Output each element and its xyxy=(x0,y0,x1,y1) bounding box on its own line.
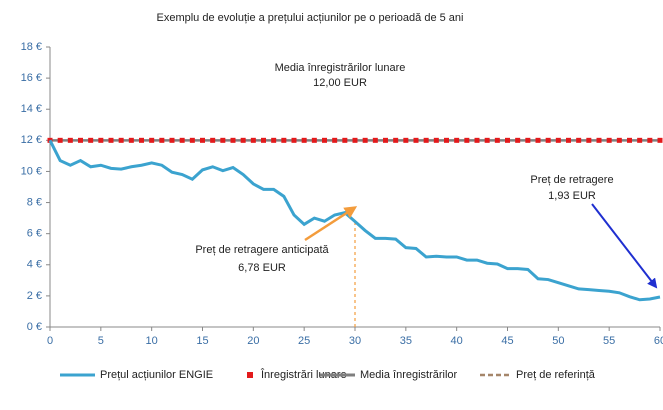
marker xyxy=(118,137,124,143)
marker xyxy=(515,137,521,143)
annotation-text: 6,78 EUR xyxy=(238,262,286,274)
legend-label: Prețul acțiunilor ENGIE xyxy=(100,369,213,381)
chart-title: Exemplu de evoluție a prețului acțiunilo… xyxy=(157,12,464,24)
marker xyxy=(637,137,643,143)
marker xyxy=(423,137,429,143)
marker xyxy=(454,137,460,143)
arrow xyxy=(304,206,358,242)
y-tick-label: 0 € xyxy=(27,321,42,333)
marker xyxy=(179,137,185,143)
x-tick-label: 5 xyxy=(98,335,104,347)
marker xyxy=(230,137,236,143)
marker xyxy=(240,137,246,143)
y-tick-label: 2 € xyxy=(27,290,42,302)
marker xyxy=(383,137,388,143)
annotation-text: 1,93 EUR xyxy=(548,190,596,202)
x-tick-label: 0 xyxy=(47,335,53,347)
marker xyxy=(220,137,226,143)
marker xyxy=(606,137,612,143)
marker xyxy=(525,137,531,143)
marker xyxy=(189,137,195,143)
marker xyxy=(393,137,399,143)
legend-label: Media înregistrărilor xyxy=(360,369,458,381)
marker xyxy=(342,137,348,143)
marker xyxy=(149,137,155,143)
annotation-title: Preț de retragere xyxy=(530,174,613,186)
marker xyxy=(505,137,510,143)
marker xyxy=(535,137,541,143)
y-tick-label: 6 € xyxy=(27,228,42,240)
marker xyxy=(464,137,470,143)
marker xyxy=(474,137,480,143)
x-tick-label: 15 xyxy=(196,335,208,347)
x-tick-label: 40 xyxy=(451,335,463,347)
marker xyxy=(372,137,378,143)
marker xyxy=(291,137,297,143)
x-tick-label: 60 xyxy=(654,335,663,347)
marker xyxy=(545,137,551,143)
marker xyxy=(433,137,439,143)
x-tick-label: 20 xyxy=(247,335,259,347)
marker xyxy=(311,137,317,143)
y-tick-label: 4 € xyxy=(27,259,42,271)
marker xyxy=(647,137,653,143)
marker xyxy=(271,137,277,143)
marker xyxy=(210,137,216,143)
x-tick-label: 35 xyxy=(400,335,412,347)
legend-label: Înregistrări lunare xyxy=(260,368,347,381)
marker xyxy=(98,137,104,143)
marker xyxy=(352,137,358,143)
marker xyxy=(250,137,256,143)
y-tick-label: 10 € xyxy=(21,165,42,177)
marker xyxy=(57,137,63,143)
series-line xyxy=(48,139,661,302)
arrow xyxy=(591,203,658,289)
marker xyxy=(484,137,490,143)
marker xyxy=(566,137,571,143)
marker xyxy=(596,137,602,143)
marker xyxy=(78,137,83,143)
marker xyxy=(159,137,165,143)
y-tick-label: 14 € xyxy=(21,103,42,115)
legend-swatch xyxy=(247,372,253,378)
marker xyxy=(555,137,561,143)
marker xyxy=(494,137,500,143)
marker xyxy=(627,137,632,143)
marker xyxy=(88,137,94,143)
marker xyxy=(362,137,368,143)
x-tick-label: 50 xyxy=(552,335,564,347)
marker xyxy=(576,137,582,143)
marker xyxy=(413,137,419,143)
y-tick-label: 18 € xyxy=(21,41,42,53)
marker xyxy=(261,137,266,143)
marker xyxy=(444,137,449,143)
legend-label: Preț de referință xyxy=(516,369,596,381)
marker xyxy=(108,137,114,143)
marker xyxy=(403,137,409,143)
y-tick-label: 16 € xyxy=(21,72,42,84)
x-tick-label: 10 xyxy=(146,335,158,347)
marker xyxy=(301,137,307,143)
x-tick-label: 45 xyxy=(501,335,513,347)
y-tick-label: 8 € xyxy=(27,196,42,208)
annotation-text: 12,00 EUR xyxy=(313,77,367,89)
y-tick-label: 12 € xyxy=(21,134,42,146)
annotation-title: Preț de retragere anticipată xyxy=(195,244,329,256)
marker xyxy=(281,137,287,143)
x-tick-label: 55 xyxy=(603,335,615,347)
marker xyxy=(332,137,338,143)
marker xyxy=(657,137,663,143)
marker xyxy=(169,137,175,143)
marker xyxy=(616,137,622,143)
x-tick-label: 30 xyxy=(349,335,361,347)
marker xyxy=(322,137,327,143)
marker xyxy=(67,137,73,143)
x-tick-label: 25 xyxy=(298,335,310,347)
marker xyxy=(128,137,134,143)
marker xyxy=(200,137,205,143)
marker xyxy=(139,137,144,143)
annotation-title: Media înregistrărilor lunare xyxy=(275,62,406,74)
marker xyxy=(586,137,592,143)
